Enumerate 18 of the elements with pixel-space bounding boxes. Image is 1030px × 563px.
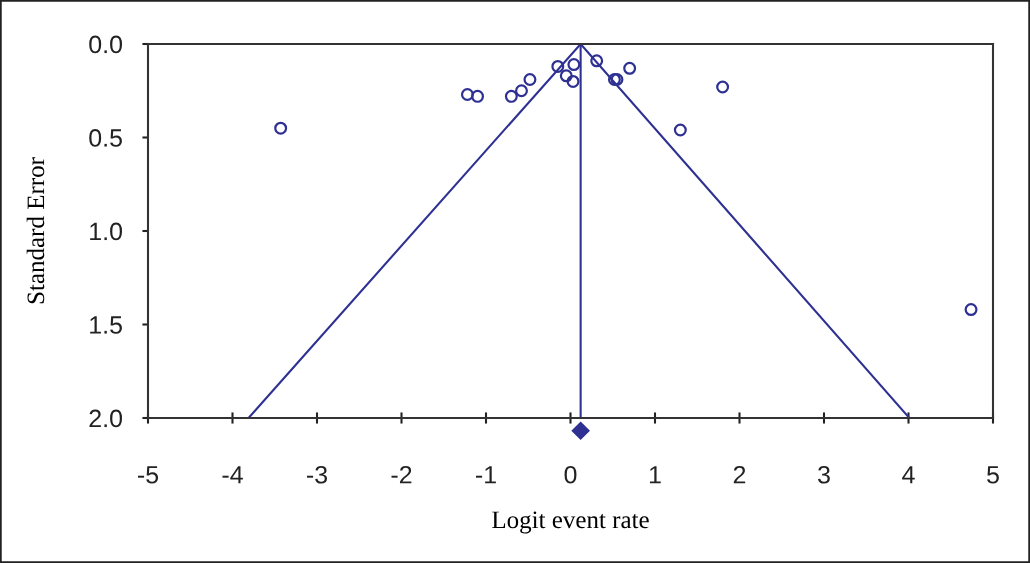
x-tick-label: -3 [307, 465, 328, 484]
y-tick-label: 0.5 [89, 129, 122, 147]
y-tick-label: 1.5 [90, 316, 122, 334]
y-tick-label: 0.0 [89, 35, 123, 54]
x-tick-label: 5 [987, 466, 999, 484]
x-tick-label: 2 [733, 465, 746, 484]
x-tick-label: 3 [818, 465, 830, 484]
x-axis-title: Logit event rate [492, 511, 649, 534]
x-tick-label: -5 [138, 466, 159, 484]
x-tick-label: -1 [476, 466, 496, 484]
x-tick-label: 1 [649, 466, 661, 484]
x-tick-label: 0 [564, 465, 577, 484]
x-tick-label: -2 [391, 465, 412, 484]
x-tick-label: -4 [222, 466, 243, 484]
y-axis-title: Standard Error [26, 157, 45, 304]
y-tick-label: 1.0 [90, 222, 123, 241]
x-tick-label: 4 [902, 466, 915, 484]
y-tick-label: 2.0 [89, 409, 123, 428]
